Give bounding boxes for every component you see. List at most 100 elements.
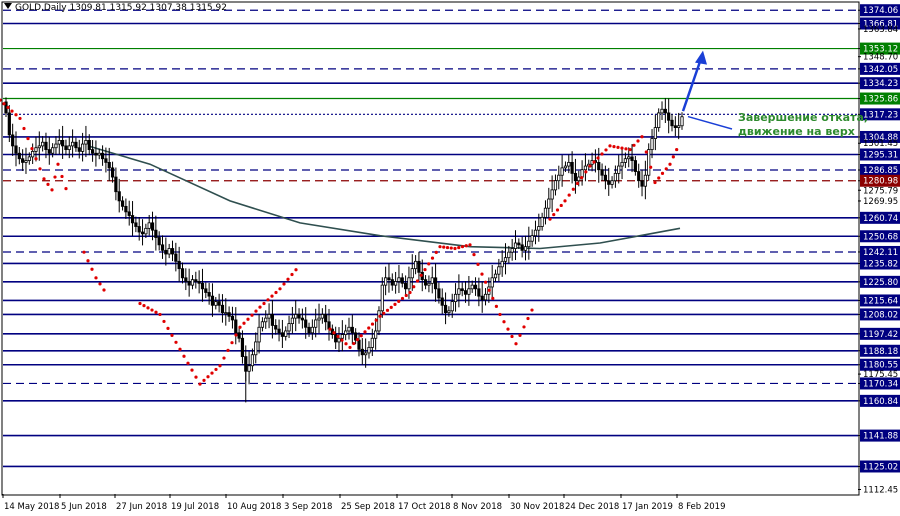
candle-body	[620, 161, 624, 167]
sar-dot	[154, 310, 158, 314]
candle-body	[477, 288, 481, 297]
candle-body	[90, 149, 95, 154]
candle-body	[31, 150, 35, 158]
candle-body	[157, 237, 161, 246]
sar-dot	[10, 109, 14, 113]
sar-dot	[620, 146, 624, 150]
price-label-box	[860, 344, 900, 357]
sar-dot	[668, 162, 672, 166]
candle-body	[287, 323, 291, 332]
candle-body	[550, 189, 554, 200]
sar-dot	[419, 273, 423, 277]
sar-dot	[18, 116, 22, 121]
candle-body	[507, 251, 511, 259]
candle-body	[27, 156, 31, 161]
candle-body	[234, 319, 238, 334]
sar-dot	[170, 333, 174, 337]
time-label: 8 Nov 2018	[453, 502, 502, 512]
candle-body	[94, 152, 98, 156]
candle-body	[370, 337, 374, 348]
sar-dot	[640, 135, 644, 139]
moving-average	[87, 145, 681, 250]
price-label: 1280.98	[863, 177, 898, 187]
sar-dot	[46, 182, 50, 186]
candle-body	[510, 248, 514, 253]
candle-body	[324, 314, 328, 323]
sar-dot	[415, 279, 420, 283]
sar-dot	[491, 296, 495, 300]
price-label: 1250.68	[863, 232, 898, 242]
candle-body	[227, 312, 231, 317]
candle-body	[450, 301, 454, 312]
candle-body	[397, 277, 401, 282]
candle-body	[21, 158, 25, 163]
candle-body	[447, 310, 451, 314]
candle-body	[41, 141, 45, 147]
sar-dot	[294, 268, 298, 272]
sar-dot	[397, 299, 401, 304]
candle-body	[207, 292, 211, 297]
candle-body	[244, 356, 248, 372]
candle-body	[160, 244, 165, 251]
candle-body	[67, 145, 71, 150]
candle-body	[557, 174, 561, 182]
sar-dot	[675, 147, 679, 152]
price-label-box	[860, 77, 900, 90]
sar-dot	[460, 245, 465, 249]
price-label: 1215.64	[863, 296, 898, 306]
candle-body	[537, 226, 541, 231]
sar-dot	[182, 354, 186, 358]
candle-body	[647, 149, 651, 176]
price-label: 1286.85	[863, 166, 898, 176]
price-label-box	[860, 163, 900, 176]
ohlc-values: 1309.81 1315.92 1307.38 1315.92	[69, 3, 227, 13]
candle-body	[413, 260, 418, 270]
price-label: 1363.84	[863, 25, 898, 35]
price-label-box	[860, 275, 900, 288]
candle-body	[527, 240, 531, 248]
candle-body	[613, 172, 617, 182]
candle-body	[533, 229, 538, 237]
candle-body	[337, 337, 341, 343]
sar-dot	[580, 176, 584, 180]
candle-body	[573, 172, 578, 182]
price-label: 1208.02	[863, 310, 898, 320]
sar-dot	[290, 272, 294, 277]
sar-dot	[150, 308, 154, 312]
sar-dot	[412, 285, 416, 289]
sar-dot	[202, 378, 206, 383]
price-label-box	[860, 130, 900, 143]
candle-body	[340, 334, 344, 339]
candle-body	[167, 248, 171, 255]
candle-body	[553, 180, 558, 191]
price-label: 1325.86	[863, 95, 898, 105]
sar-dot	[385, 308, 390, 312]
sar-dot	[190, 368, 194, 372]
candle-body	[430, 277, 434, 284]
sar-dot	[64, 187, 68, 191]
sar-dot	[53, 175, 57, 179]
price-label: 1225.80	[863, 278, 898, 288]
sar-dot	[6, 105, 10, 110]
sar-dot	[258, 305, 262, 309]
price-label-box	[860, 92, 900, 105]
price-label: 1348.70	[863, 53, 898, 63]
symbol-label: GOLD,Daily	[15, 3, 67, 13]
dropdown-triangle-icon[interactable]	[4, 3, 12, 9]
candle-body	[260, 321, 265, 328]
sar-dot	[408, 290, 412, 295]
candle-body	[610, 180, 614, 185]
candle-body	[360, 348, 364, 356]
time-label: 8 Feb 2019	[678, 502, 726, 512]
sar-dot	[555, 208, 560, 212]
candle-body	[230, 315, 235, 321]
sar-dot	[226, 348, 230, 352]
candle-body	[64, 145, 68, 150]
sar-dot	[393, 302, 397, 306]
candle-body	[543, 207, 548, 218]
candle-body	[297, 314, 301, 319]
sar-dot	[246, 317, 250, 321]
candle-body	[540, 216, 544, 227]
sar-dot	[254, 309, 258, 313]
candle-body	[74, 141, 78, 149]
